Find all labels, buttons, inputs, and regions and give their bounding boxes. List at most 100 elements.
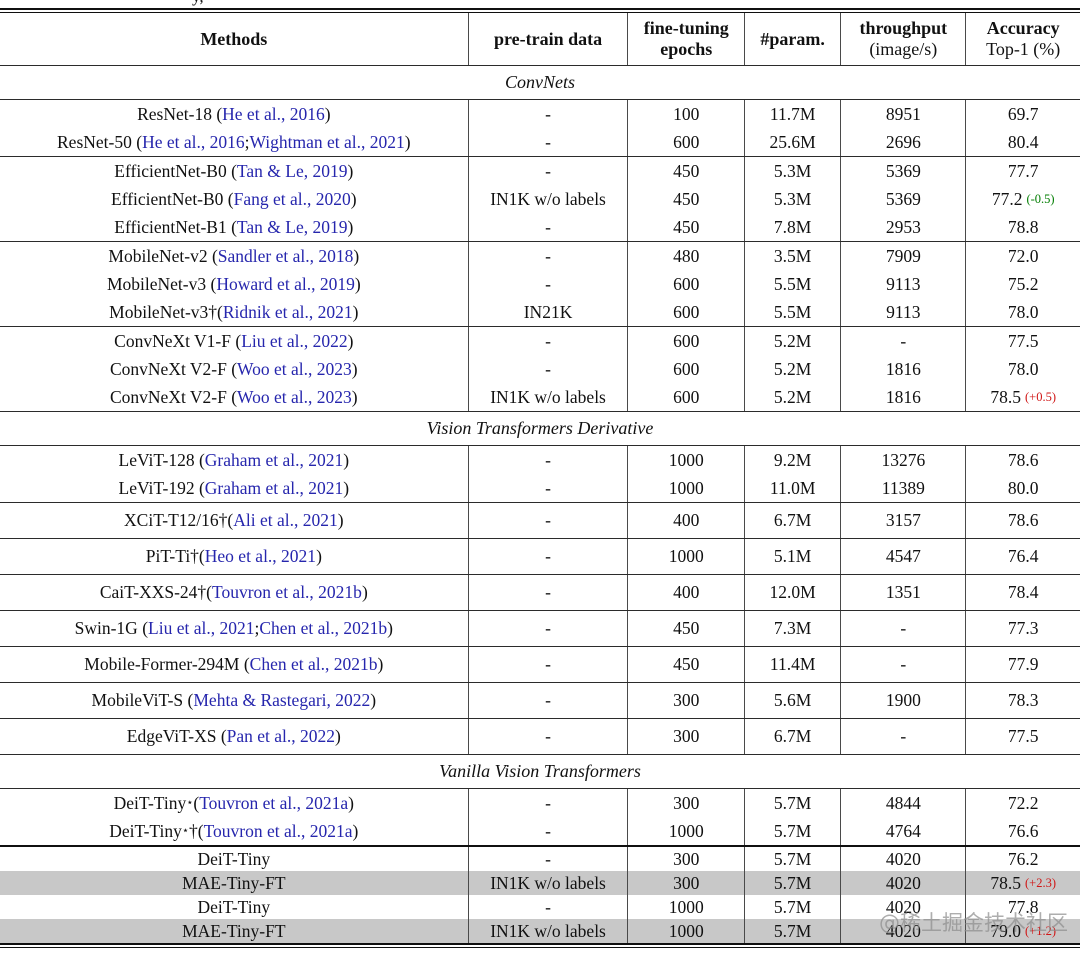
row-group: LeViT-128 (Graham et al., 2021) -1000 9.2M… xyxy=(0,446,1080,502)
method-name: DeiT-Tiny xyxy=(197,848,271,869)
citation-link[interactable]: Graham et al., 2021 xyxy=(204,449,344,470)
table-row: EfficientNet-B0 (Fang et al., 2020) IN1K … xyxy=(0,185,1080,213)
method-name: ) xyxy=(352,301,359,322)
cell-epochs: 1000 xyxy=(627,919,744,943)
cell-epochs: 100 xyxy=(627,100,744,128)
cell-method: EfficientNet-B0 (Fang et al., 2020) xyxy=(0,185,468,213)
method-name: ) xyxy=(347,330,354,351)
cell-method: EfficientNet-B1 (Tan & Le, 2019) xyxy=(0,213,468,241)
citation-link[interactable]: Sandler et al., 2018 xyxy=(217,245,354,266)
cell-method: MobileNet-v3 (Howard et al., 2019) xyxy=(0,270,468,298)
cell-param: 11.0M xyxy=(744,474,840,502)
cell-pretrain: IN1K w/o labels xyxy=(467,871,628,895)
method-name: ) xyxy=(353,245,360,266)
method-name: ) xyxy=(316,546,322,566)
citation-link[interactable]: Touvron et al., 2021b xyxy=(212,582,362,602)
cell-method: Mobile-Former-294M (Chen et al., 2021b) xyxy=(0,647,468,682)
cell-throughput: 8951 xyxy=(840,100,965,128)
cell-epochs: 450 xyxy=(627,185,744,213)
accuracy-value: 69.7 xyxy=(1007,103,1039,124)
citation-link[interactable]: Graham et al., 2021 xyxy=(204,477,344,498)
method-name: DeiT-Tiny xyxy=(197,896,271,917)
cell-throughput: 3157 xyxy=(840,503,965,538)
table-row: MAE-Tiny-FT IN1K w/o labels 1000 5.7M 4020 79… xyxy=(0,919,1080,943)
cell-throughput: 1816 xyxy=(840,383,965,411)
method-name: ConvNeXt V1-F ( xyxy=(114,330,242,351)
cell-pretrain: - xyxy=(467,157,628,185)
cell-accuracy: 80.0 xyxy=(965,474,1079,502)
citation-link[interactable]: Wightman et al., 2021 xyxy=(249,131,405,152)
accuracy-value: 78.3 xyxy=(1007,690,1039,710)
row-group: EfficientNet-B0 (Tan & Le, 2019) -450 5.3M… xyxy=(0,157,1080,241)
citation-link[interactable]: Liu et al., 2021 xyxy=(148,618,255,638)
citation-link[interactable]: Ridnik et al., 2021 xyxy=(222,301,353,322)
method-name: DeiT-Tiny xyxy=(109,820,182,841)
cell-method: MAE-Tiny-FT xyxy=(0,919,468,943)
cell-epochs: 600 xyxy=(627,128,744,156)
cell-pretrain: - xyxy=(467,683,628,718)
table-rule xyxy=(0,646,1080,647)
table-row: ConvNeXt V1-F (Liu et al., 2022) -600 5.2M… xyxy=(0,327,1080,355)
table-row: LeViT-192 (Graham et al., 2021) -1000 11.0… xyxy=(0,474,1080,502)
citation-link[interactable]: Chen et al., 2021b xyxy=(259,618,388,638)
cell-pretrain: - xyxy=(467,100,628,128)
method-name: ResNet-50 ( xyxy=(57,131,143,152)
table-row: Swin-1G (Liu et al., 2021; Chen et al., … xyxy=(0,611,1080,646)
cell-throughput: - xyxy=(840,647,965,682)
header-throughput-line1: throughput xyxy=(859,17,948,38)
method-name: ) xyxy=(404,131,411,152)
method-name: ResNet-18 ( xyxy=(137,103,223,124)
cell-accuracy: 78.6 xyxy=(965,446,1079,474)
citation-link[interactable]: Pan et al., 2022 xyxy=(226,726,336,746)
accuracy-value: 75.2 xyxy=(1007,273,1039,294)
cell-method: EdgeViT-XS (Pan et al., 2022) xyxy=(0,719,468,754)
cell-param: 5.1M xyxy=(744,539,840,574)
accuracy-value: 79.0 xyxy=(990,920,1021,941)
header-pretrain-data: pre-train data xyxy=(467,13,628,65)
accuracy-value: 78.0 xyxy=(1007,301,1039,322)
cell-param: 5.2M xyxy=(744,355,840,383)
method-name: ) xyxy=(347,216,354,237)
cell-epochs: 300 xyxy=(627,719,744,754)
cell-param: 5.7M xyxy=(744,919,840,943)
cell-pretrain: - xyxy=(467,611,628,646)
citation-link[interactable]: Howard et al., 2019 xyxy=(216,273,355,294)
citation-link[interactable]: Woo et al., 2023 xyxy=(237,386,352,407)
table-rule xyxy=(0,156,1080,157)
citation-link[interactable]: Tan & Le, 2019 xyxy=(236,216,348,237)
citation-link[interactable]: Mehta & Rastegari, 2022 xyxy=(193,690,371,710)
cell-pretrain: IN21K xyxy=(467,298,628,326)
method-name: MobileNet-v2 ( xyxy=(108,245,218,266)
cell-throughput: 9113 xyxy=(840,298,965,326)
cell-param: 5.3M xyxy=(744,185,840,213)
accuracy-delta: (-0.5) xyxy=(1026,191,1055,206)
cell-accuracy: 77.2 (-0.5) xyxy=(965,185,1079,213)
cell-accuracy: 69.7 xyxy=(965,100,1079,128)
citation-link[interactable]: Woo et al., 2023 xyxy=(237,358,352,379)
cell-epochs: 300 xyxy=(627,871,744,895)
cell-throughput: - xyxy=(840,611,965,646)
cell-throughput: 9113 xyxy=(840,270,965,298)
citation-link[interactable]: Liu et al., 2022 xyxy=(241,330,348,351)
citation-link[interactable]: Heo et al., 2021 xyxy=(204,546,317,566)
citation-link[interactable]: Chen et al., 2021b xyxy=(249,654,378,674)
citation-link[interactable]: He et al., 2016 xyxy=(142,131,245,152)
citation-link[interactable]: Touvron et al., 2021a xyxy=(199,792,349,813)
table-row: MAE-Tiny-FT IN1K w/o labels 300 5.7M 4020 78.… xyxy=(0,871,1080,895)
method-name: EdgeViT-XS ( xyxy=(126,726,227,746)
cell-pretrain: - xyxy=(467,503,628,538)
cell-accuracy: 78.0 xyxy=(965,298,1079,326)
accuracy-value: 77.8 xyxy=(1007,896,1039,917)
citation-link[interactable]: He et al., 2016 xyxy=(222,103,325,124)
cell-epochs: 1000 xyxy=(627,895,744,919)
citation-link[interactable]: Fang et al., 2020 xyxy=(233,188,351,209)
citation-link[interactable]: Tan & Le, 2019 xyxy=(236,160,348,181)
cell-throughput: 1351 xyxy=(840,575,965,610)
table-row: DeiT-Tiny -300 5.7M 4020 76.2 xyxy=(0,847,1080,871)
cell-accuracy: 76.6 xyxy=(965,817,1079,845)
cell-epochs: 450 xyxy=(627,157,744,185)
citation-link[interactable]: Ali et al., 2021 xyxy=(233,510,338,530)
citation-link[interactable]: Touvron et al., 2021a xyxy=(203,820,353,841)
table-rule xyxy=(0,445,1080,446)
method-name: Swin-1G ( xyxy=(74,618,149,638)
